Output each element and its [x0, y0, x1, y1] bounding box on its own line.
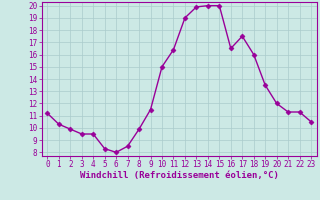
X-axis label: Windchill (Refroidissement éolien,°C): Windchill (Refroidissement éolien,°C) [80, 171, 279, 180]
